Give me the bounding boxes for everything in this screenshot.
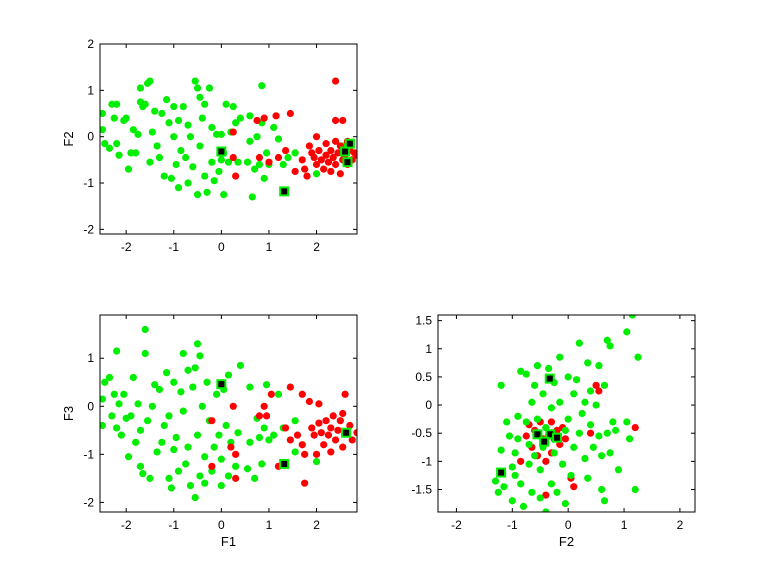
axes-frame [437,314,696,513]
y-tick-label: -2 [83,495,94,509]
axes-frame [99,43,358,235]
highlight-markers [216,138,355,197]
y-tick-label: -1 [421,454,432,468]
y-tick-label: 0 [425,398,432,412]
series-green [491,315,642,512]
x-tick-label: 2 [313,518,320,532]
x-tick-label: 1 [266,240,273,254]
y-tick-label: 1 [425,342,432,356]
x-tick-label: 0 [218,518,225,532]
y-tick-label: 0.5 [415,370,432,384]
scatter-plot-f2-f3: -2 -1 0 1 2 -1.5 -1 -0.5 0 0.5 1 1.5 F2 [411,314,696,549]
highlight-markers [216,379,352,469]
x-tick-label: -2 [451,518,462,532]
y-tick-label: 0 [87,130,94,144]
y-tick-label: 1 [87,83,94,97]
axes-frame [99,314,358,513]
y-tick-label: 1 [87,351,94,365]
x-axis-label: F1 [221,534,236,549]
y-tick-label: -1 [83,447,94,461]
x-tick-label: -2 [121,240,132,254]
y-tick-label: -2 [83,222,94,236]
y-axis-label: F2 [61,131,76,146]
x-tick-label: -2 [121,518,132,532]
y-tick-label: -1 [83,176,94,190]
y-tick-label: 0 [87,399,94,413]
y-tick-label: -1.5 [411,482,432,496]
x-tick-label: -1 [168,240,179,254]
x-tick-label: 2 [677,518,684,532]
scatter-plot-f1-f3: -2 -1 0 1 2 -2 -1 0 1 F1 F3 [61,314,358,549]
x-tick-label: 0 [565,518,572,532]
data-points [100,77,357,201]
y-tick-label: -0.5 [411,426,432,440]
x-tick-label: 2 [313,240,320,254]
x-tick-label: -1 [168,518,179,532]
y-axis-label: F3 [61,406,76,421]
scatter-plot-f1-f2: -2 -1 0 1 2 -2 -1 0 1 2 F2 [61,37,358,254]
data-points [100,325,357,502]
series-green [100,77,347,201]
y-tick-label: 2 [87,37,94,51]
series-red [229,77,357,180]
series-red [208,383,357,487]
x-tick-label: 1 [621,518,628,532]
y-tick-label: 1.5 [415,314,432,328]
x-tick-label: 1 [266,518,273,532]
series-red [517,381,639,499]
x-tick-label: -1 [507,518,518,532]
series-green [100,325,321,502]
x-axis-label: F2 [559,534,574,549]
x-tick-label: 0 [218,240,225,254]
highlight-markers [496,373,563,478]
data-points [491,315,642,512]
